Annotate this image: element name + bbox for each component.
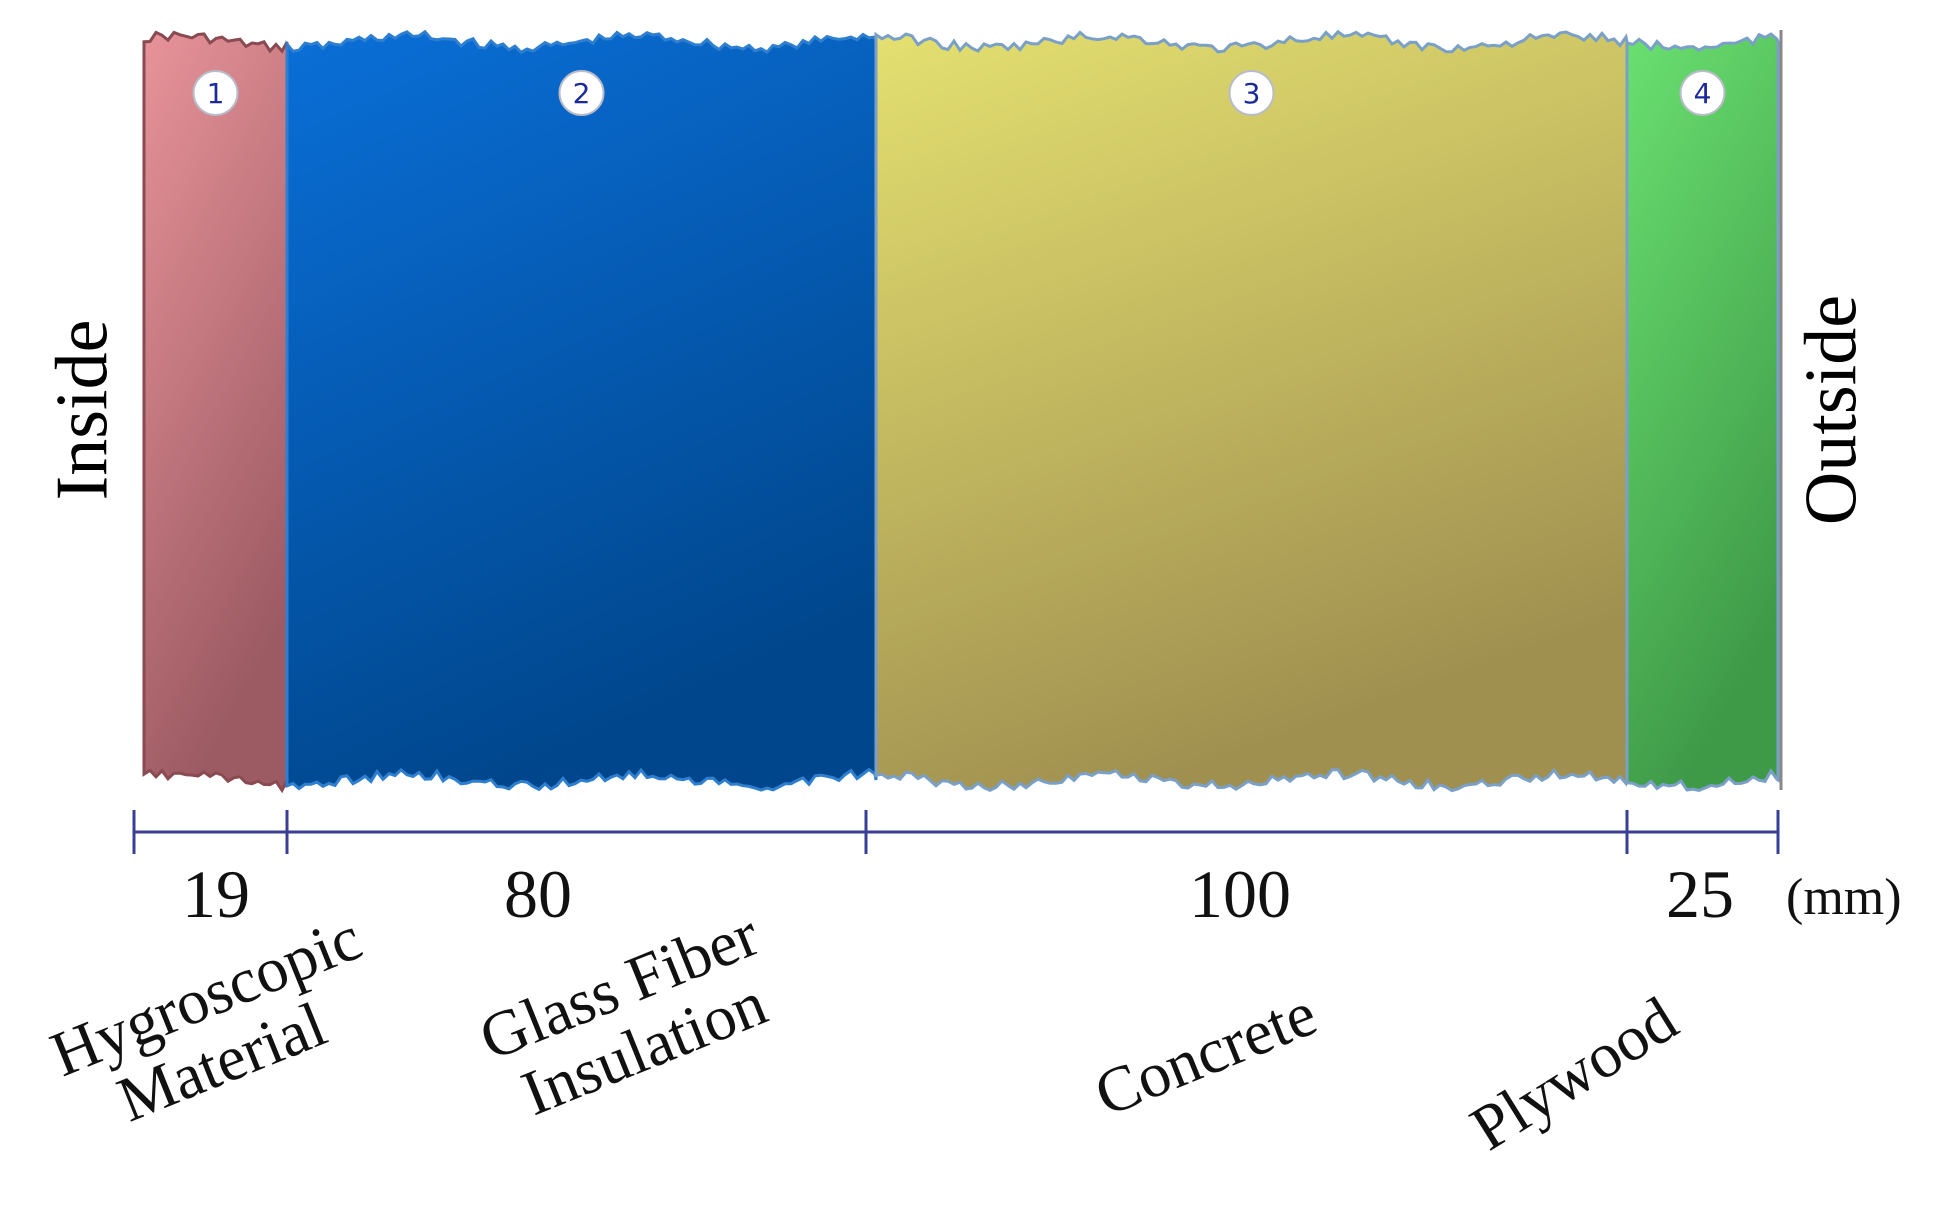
layer-number-badge xyxy=(1228,70,1275,116)
wall-layer-2 xyxy=(285,29,878,792)
outside-label: Outside xyxy=(1790,294,1873,526)
thickness-label-layer-2: 80 xyxy=(504,856,572,932)
inside-label: Inside xyxy=(41,319,124,501)
wall-layer-3 xyxy=(874,29,1629,793)
layer-number-badge xyxy=(558,70,605,116)
wall-layer-4 xyxy=(1625,32,1780,792)
thickness-label-layer-4: 25 xyxy=(1666,856,1734,932)
unit-label: (mm) xyxy=(1786,869,1902,926)
layer-number-badge xyxy=(192,70,239,116)
layer-number-text: 1 xyxy=(207,77,225,110)
layer-number-badge xyxy=(1679,70,1726,116)
wall-layer-1 xyxy=(142,30,289,794)
layer-number-text: 4 xyxy=(1694,77,1712,110)
layer-number-text: 2 xyxy=(573,77,591,110)
thickness-label-layer-1: 19 xyxy=(182,856,250,932)
layer-number-text: 3 xyxy=(1243,77,1261,110)
thickness-label-layer-3: 100 xyxy=(1189,856,1291,932)
